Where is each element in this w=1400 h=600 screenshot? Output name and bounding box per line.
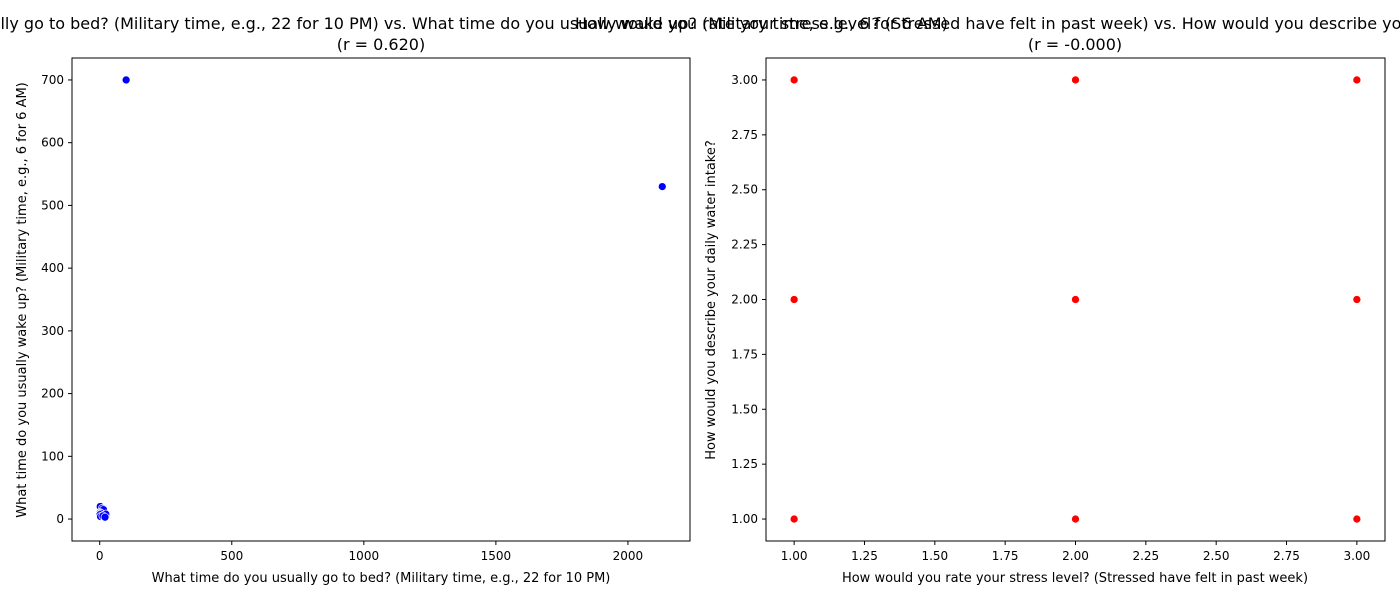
y-tick-label: 200 [41,387,64,401]
data-point [1071,295,1080,304]
data-point [100,512,110,522]
x-tick-label: 2000 [613,549,644,563]
y-tick-label: 1.25 [731,457,758,471]
x-tick-label: 0 [96,549,104,563]
chart-subtitle: (r = 0.620) [337,35,425,54]
x-tick-label: 1.25 [851,549,878,563]
data-point [657,182,667,191]
y-tick-label: 700 [41,73,64,87]
data-point [1071,75,1080,85]
y-axis-label: What time do you usually wake up? (Milit… [15,82,30,518]
y-tick-label: 2.50 [731,183,758,197]
data-point [789,514,799,524]
data-points [95,75,667,522]
data-point [121,75,131,85]
chart-title: How would you rate your stress level? (S… [575,14,1400,33]
x-tick-label: 1500 [481,549,512,563]
x-axis-ticks: 1.00 1.25 1.50 1.75 2.00 2.25 2.50 2.75 3.00 [781,541,1370,563]
y-tick-label: 0 [56,512,64,526]
x-tick-label: 1.50 [921,549,948,563]
y-tick-label: 1.75 [731,347,758,361]
y-axis-ticks: 0 100 200 300 400 500 600 700 [41,73,72,526]
x-axis-label: What time do you usually go to bed? (Mil… [152,571,611,586]
y-tick-label: 300 [41,324,64,338]
plot-area [71,57,691,542]
y-tick-label: 100 [41,449,64,463]
chart-title: What time do you usually go to bed? (Mil… [0,14,948,33]
x-tick-label: 2.50 [1203,549,1230,563]
y-tick-label: 2.75 [731,128,758,142]
x-tick-label: 1.75 [992,549,1019,563]
x-tick-label: 2.25 [1132,549,1159,563]
data-point [789,75,799,85]
x-axis-label: How would you rate your stress level? (S… [842,571,1308,586]
x-tick-label: 500 [220,549,243,563]
y-tick-label: 500 [41,198,64,212]
chart-subtitle: (r = -0.000) [1028,35,1122,54]
y-tick-label: 400 [41,261,64,275]
x-tick-label: 1000 [349,549,380,563]
y-tick-label: 2.25 [731,238,758,252]
chart-panel-bedtime-wakeup: What time do you usually go to bed? (Mil… [0,14,948,586]
y-tick-label: 3.00 [731,73,758,87]
y-axis-label: How would you describe your daily water … [704,140,719,460]
chart-panel-stress-water: How would you rate your stress level? (S… [575,14,1400,586]
data-point [1352,295,1362,304]
data-point [1352,514,1362,524]
y-tick-label: 600 [41,136,64,150]
x-tick-label: 2.75 [1273,549,1300,563]
data-point [1352,75,1362,85]
y-axis-ticks: 1.00 1.25 1.50 1.75 2.00 2.25 2.50 2.75 3.00 [731,73,766,526]
data-point [1071,514,1080,524]
y-tick-label: 1.50 [731,402,758,416]
y-tick-label: 1.00 [731,512,758,526]
x-axis-ticks: 0 500 1000 1500 2000 [96,541,643,563]
data-points [789,75,1362,524]
data-point [789,295,799,304]
y-tick-label: 2.00 [731,293,758,307]
x-tick-label: 3.00 [1344,549,1371,563]
x-tick-label: 2.00 [1062,549,1089,563]
x-tick-label: 1.00 [781,549,808,563]
